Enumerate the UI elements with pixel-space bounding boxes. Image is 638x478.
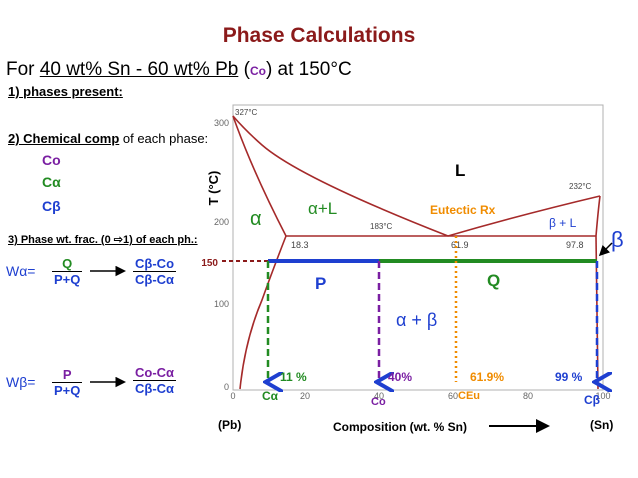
- bottom-ceu: CEu: [458, 390, 480, 402]
- ytick-0: 0: [224, 382, 229, 392]
- region-L: L: [455, 161, 465, 180]
- plot-frame: [232, 104, 604, 391]
- sn-label: (Sn): [590, 418, 613, 432]
- question-3: 3) Phase wt. frac. (0 ⇨1) of each ph.:: [8, 234, 198, 246]
- walpha-label: Wα=: [6, 263, 36, 279]
- liquidus-right: [447, 195, 601, 237]
- problem-statement: For 40 wt% Sn - 60 wt% Pb (Co) at 150°C: [6, 59, 352, 80]
- problem-composition: 40 wt% Sn - 60 wt% Pb: [39, 59, 239, 80]
- solidus-right: [595, 195, 601, 237]
- problem-co: Co: [249, 64, 266, 78]
- pct-cbeta: 99 %: [555, 370, 583, 384]
- ytick-300: 300: [214, 118, 229, 128]
- solidus-left: [232, 115, 287, 237]
- question-1: 1) phases present:: [8, 84, 123, 99]
- phase-boundaries: [232, 115, 601, 390]
- temp-150: 150: [201, 258, 218, 269]
- pct-co: 40%: [388, 370, 412, 384]
- solvus-left: [239, 235, 287, 390]
- wbeta-lever: Co-Cα Cβ-Cα: [133, 365, 177, 396]
- temp-232: 232°C: [569, 182, 592, 191]
- x-axis-label: Composition (wt. % Sn): [333, 420, 467, 434]
- point-18-3: 18.3: [291, 240, 309, 250]
- pct-ceu: 61.9%: [470, 370, 504, 384]
- point-61-9: 61.9: [451, 240, 469, 250]
- region-alpha-L: α+L: [308, 199, 337, 218]
- bottom-co: Co: [371, 396, 386, 408]
- xtick-0: 0: [230, 391, 235, 401]
- eutectic-label: Eutectic Rx: [430, 203, 496, 217]
- xtick-80: 80: [523, 391, 533, 401]
- liquidus-left: [232, 115, 449, 237]
- region-alpha: α: [250, 208, 262, 230]
- temp-327: 327°C: [235, 108, 258, 117]
- pb-label: (Pb): [218, 418, 241, 432]
- bottom-cbeta: Cβ: [584, 393, 600, 407]
- bottom-calpha: Cα: [262, 389, 279, 403]
- wbeta-fraction: P P+Q: [52, 367, 83, 398]
- ytick-200: 200: [214, 217, 229, 227]
- region-beta: β: [611, 227, 624, 252]
- beta-pointer-icon: [598, 242, 613, 257]
- xtick-20: 20: [300, 391, 310, 401]
- xtick-40: 40: [374, 391, 384, 401]
- comp-label-calpha: Cα: [42, 174, 61, 190]
- comp-label-cbeta: Cβ: [42, 198, 61, 214]
- ytick-100: 100: [214, 299, 229, 309]
- question-2: 2) Chemical comp of each phase:: [8, 131, 209, 146]
- pct-calpha: 11 %: [280, 370, 307, 384]
- temp-183: 183°C: [370, 222, 393, 231]
- segment-P: P: [315, 274, 326, 293]
- walpha-fraction: Q P+Q: [52, 256, 83, 287]
- problem-prefix: For: [6, 59, 35, 80]
- comp-label-co: Co: [42, 152, 61, 168]
- problem-suffix: at 150°C: [277, 59, 352, 80]
- point-97-8: 97.8: [566, 240, 584, 250]
- page-title: Phase Calculations: [222, 24, 416, 47]
- region-alpha-beta: α + β: [396, 310, 437, 330]
- y-axis-label: T (°C): [206, 171, 221, 206]
- xtick-60: 60: [448, 391, 458, 401]
- wbeta-label: Wβ=: [6, 374, 36, 390]
- xtick-100: 100: [595, 391, 610, 401]
- segment-Q: Q: [487, 271, 500, 290]
- walpha-lever: Cβ-Co Cβ-Cα: [133, 256, 177, 287]
- region-beta-L: β + L: [549, 216, 577, 230]
